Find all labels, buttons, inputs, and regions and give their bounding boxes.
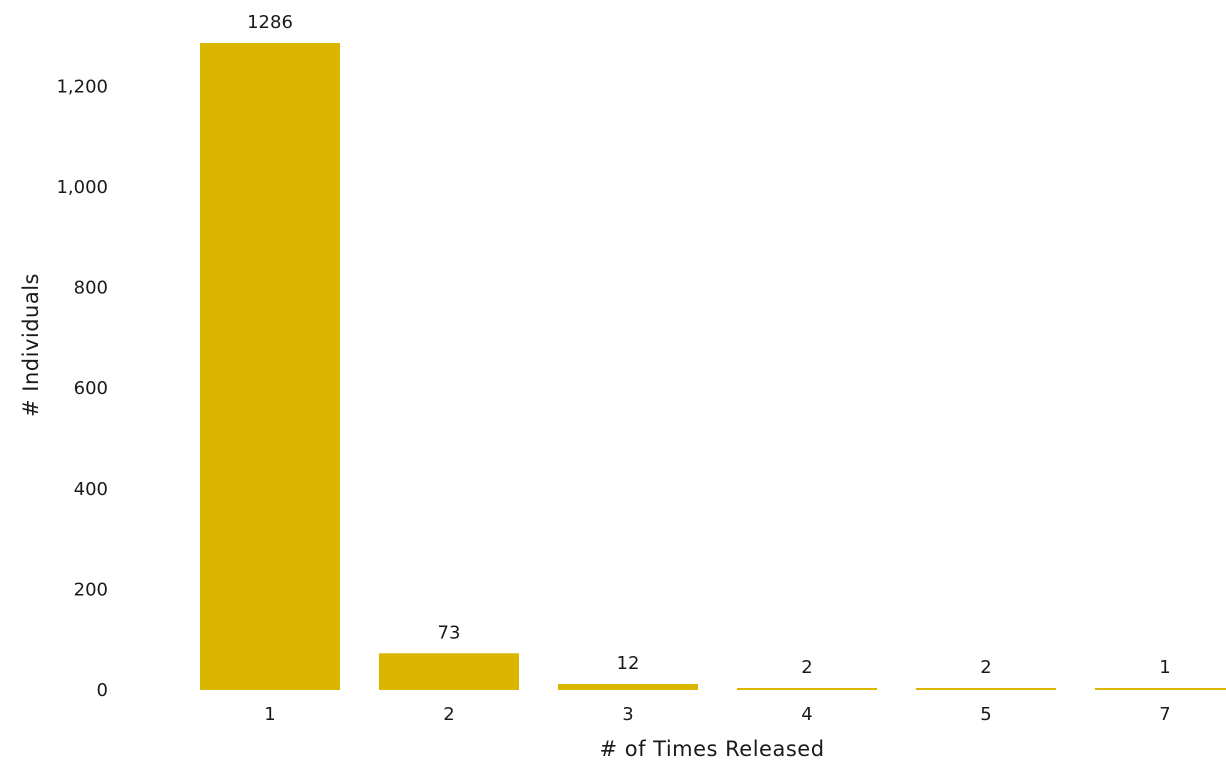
data-label: 73: [438, 622, 461, 643]
data-labels: 1286 73 12 2 2 1: [247, 12, 1171, 678]
x-tick-label: 7: [1159, 704, 1170, 725]
x-tick-label: 3: [622, 704, 633, 725]
y-tick-label: 1,000: [56, 177, 108, 198]
bar: [200, 43, 340, 690]
bar: [916, 688, 1056, 690]
y-tick-label: 0: [97, 680, 108, 701]
y-tick-label: 600: [74, 378, 108, 399]
y-tick-label: 400: [74, 479, 108, 500]
y-tick-label: 200: [74, 579, 108, 600]
x-axis-ticks: 1 2 3 4 5 7: [264, 704, 1170, 725]
data-label: 1286: [247, 12, 293, 33]
bar: [379, 653, 519, 690]
data-label: 12: [617, 653, 640, 674]
x-tick-label: 5: [980, 704, 991, 725]
bar: [558, 683, 698, 690]
data-label: 1: [1159, 657, 1170, 678]
bars: [200, 43, 1226, 690]
x-tick-label: 2: [443, 704, 454, 725]
bar: [737, 688, 877, 690]
bar: [1095, 688, 1226, 690]
x-axis-title: # of Times Released: [599, 737, 824, 761]
data-label: 2: [980, 657, 991, 678]
y-axis-title: # Individuals: [19, 273, 43, 417]
y-axis-ticks: 0 200 400 600 800 1,000 1,200: [56, 76, 108, 701]
x-tick-label: 4: [801, 704, 812, 725]
y-tick-label: 1,200: [56, 76, 108, 97]
y-tick-label: 800: [74, 278, 108, 299]
x-tick-label: 1: [264, 704, 275, 725]
data-label: 2: [801, 657, 812, 678]
